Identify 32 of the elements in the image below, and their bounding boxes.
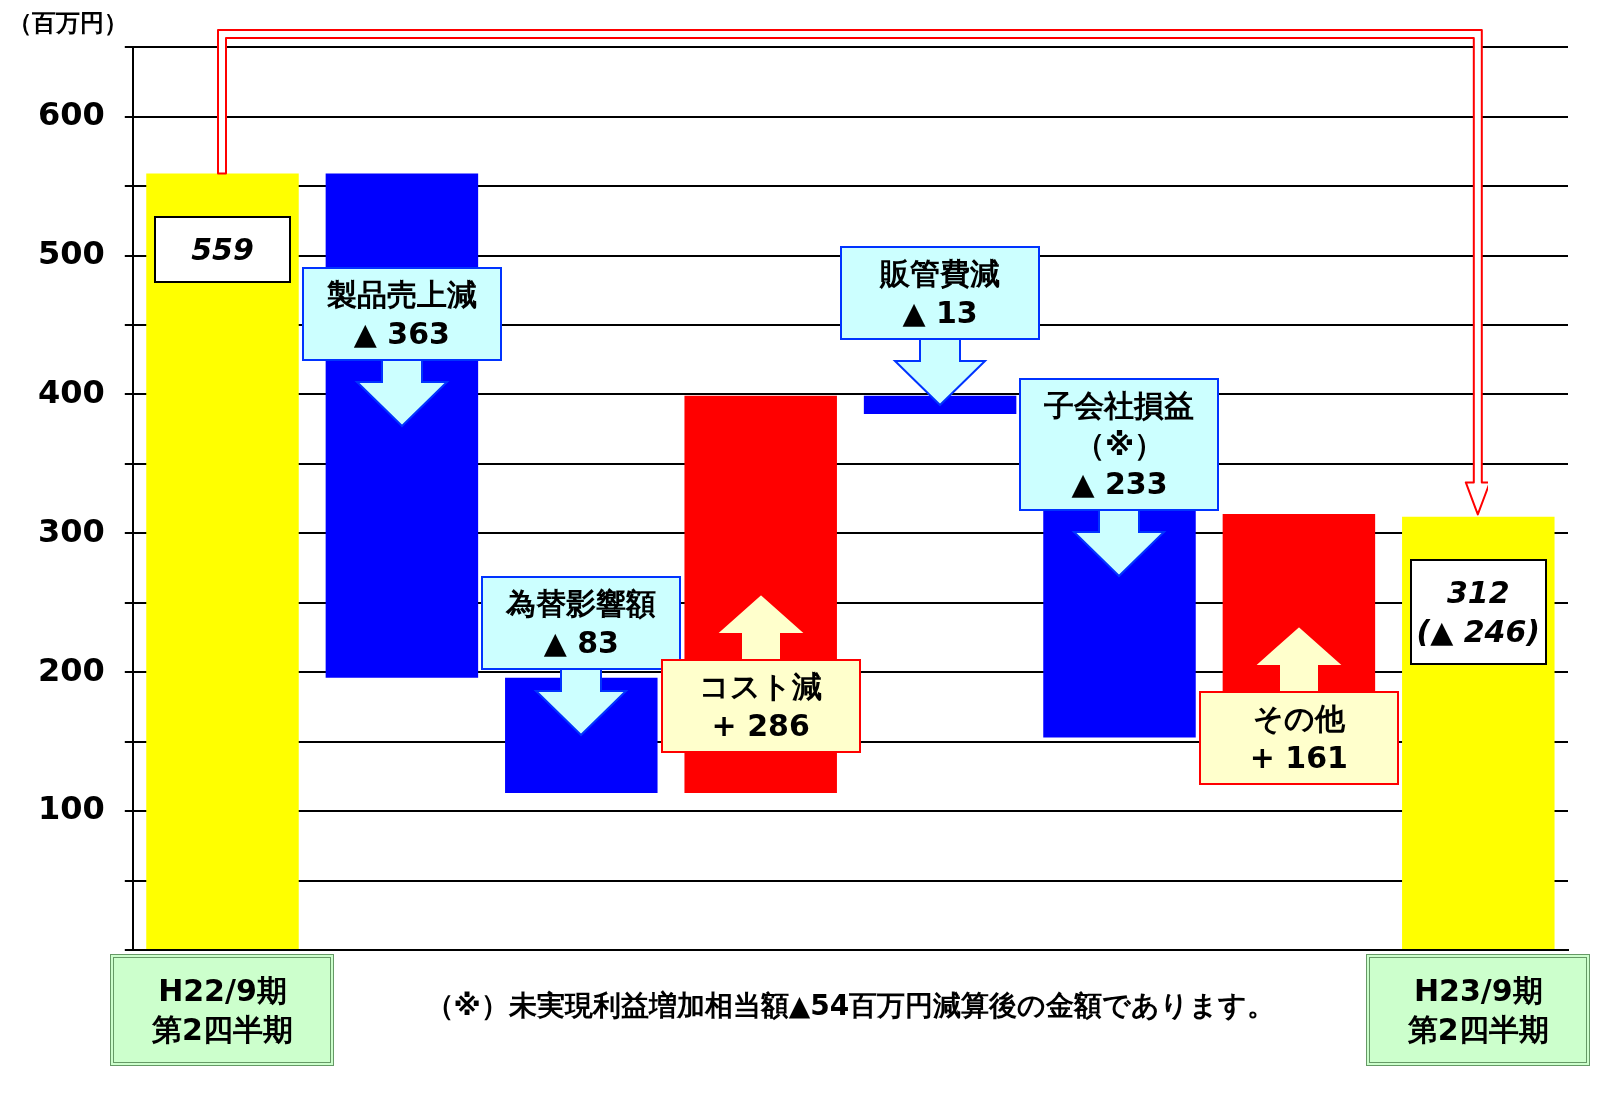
callout-box: 販管費減 ▲ 13 (840, 245, 1041, 340)
data-label: ▲ 233 (1070, 464, 1169, 503)
callout-box: コスト減 + 286 (660, 659, 861, 754)
x-tick-label: H23/9期第2四半期 (1406, 972, 1550, 1049)
x-tick-label: コスト減 (698, 668, 824, 707)
x-tick-label: 製品売上減 (325, 275, 478, 314)
callout-box: その他 + 161 (1198, 690, 1399, 785)
y-tick-label: 600 (38, 94, 105, 133)
x-tick-label: 子会社損益（※） (1043, 386, 1196, 464)
data-label: + 286 (710, 707, 811, 746)
bar (146, 173, 299, 949)
y-axis-title: （百万円） (8, 8, 128, 39)
data-label: + 161 (1248, 738, 1349, 777)
x-tick-label: H22/9期第2四半期 (151, 972, 294, 1049)
y-tick-label: 300 (38, 511, 105, 550)
y-tick-label: 200 (38, 650, 105, 689)
callout-box: 為替影響額 ▲ 83 (481, 576, 682, 671)
callout-box: 子会社損益（※） ▲ 233 (1019, 377, 1220, 511)
y-tick-label: 500 (38, 233, 105, 272)
data-label: 559 (153, 215, 292, 283)
x-tick-label: 販管費減 (878, 254, 1002, 293)
data-label: ▲ 83 (542, 624, 620, 663)
bar (863, 395, 1017, 414)
data-label: ▲ 363 (352, 314, 451, 353)
x-tick-label: 為替影響額 (504, 585, 658, 624)
data-label: ▲ 13 (901, 293, 979, 332)
data-label: 312 (▲ 246) (1409, 558, 1547, 665)
y-tick-label: 400 (38, 372, 105, 411)
x-tick-label: その他 (1251, 699, 1346, 738)
text: （※）未実現利益増加相当額▲54百万円減算後の金額であります。 (424, 988, 1277, 1024)
callout-box: 製品売上減 ▲ 363 (301, 266, 502, 361)
y-tick-label: 100 (38, 789, 105, 828)
